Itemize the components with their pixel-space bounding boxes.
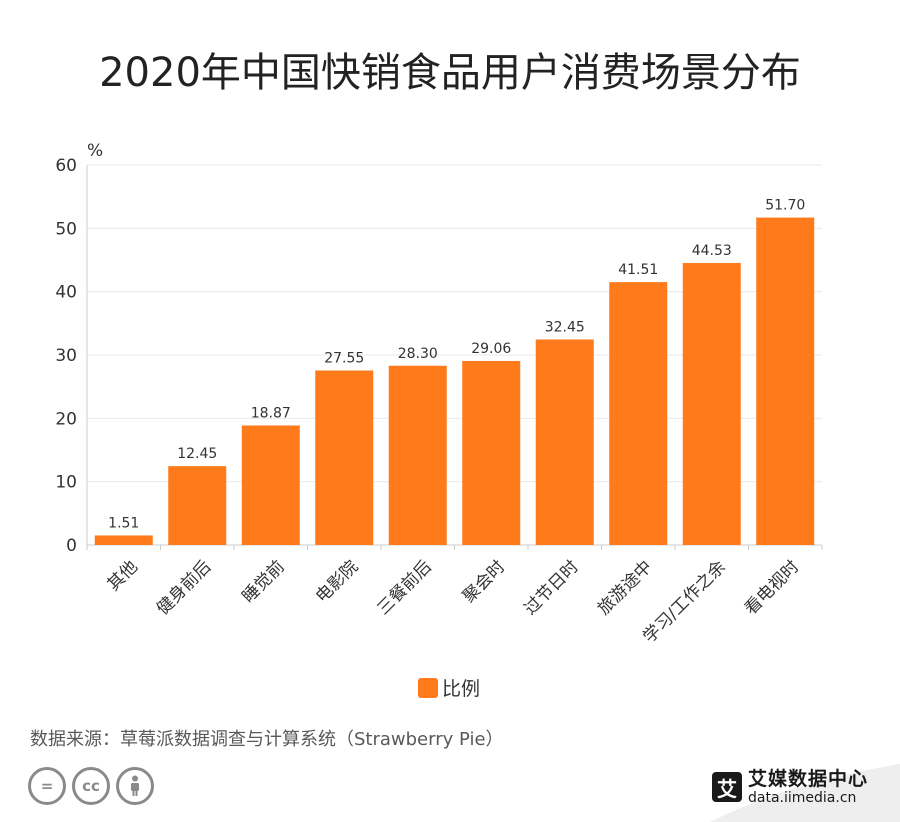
brand-url: data.iimedia.cn: [748, 790, 857, 806]
chart-title: 2020年中国快销食品用户消费场景分布: [99, 50, 801, 96]
data-label: 27.55: [324, 351, 364, 367]
x-tick-label: 睡觉前: [239, 557, 289, 607]
brand-background: [710, 764, 900, 822]
x-tick-label: 旅游途中: [594, 557, 656, 619]
y-tick-label: 50: [55, 219, 77, 239]
data-label: 44.53: [692, 243, 732, 259]
x-tick-label: 看电视时: [741, 557, 803, 619]
y-axis-unit: %: [87, 141, 103, 161]
data-label: 28.30: [398, 346, 438, 362]
data-label: 29.06: [471, 341, 511, 357]
cc-icon: cc: [72, 767, 110, 805]
x-tick-label: 电影院: [312, 557, 362, 607]
data-label: 41.51: [618, 262, 658, 278]
bar: [462, 360, 521, 545]
bar: [94, 535, 153, 545]
x-tick-label: 健身前后: [153, 557, 215, 619]
data-label: 12.45: [177, 446, 217, 462]
brand-name: 艾媒数据中心: [748, 768, 869, 790]
brand-logo: 艾 艾媒数据中心 data.iimedia.cn: [712, 768, 868, 806]
bar: [388, 365, 447, 545]
x-tick-label: 聚会时: [459, 557, 509, 607]
person-icon: [116, 767, 154, 805]
legend: 比例: [418, 674, 480, 701]
x-tick-label: 过节日时: [521, 557, 583, 619]
y-tick-label: 10: [55, 473, 77, 493]
y-tick-label: 30: [55, 346, 77, 366]
data-label: 1.51: [108, 515, 139, 531]
bar: [609, 282, 668, 545]
value-labels: 1.51 12.45 18.87 27.55 28.30 29.06 32.45 41.51 4…: [108, 198, 805, 532]
bar: [535, 339, 594, 545]
data-source: 数据来源：草莓派数据调查与计算系统（Strawberry Pie）: [30, 729, 504, 750]
bar: [756, 217, 815, 546]
data-label: 18.87: [251, 405, 291, 421]
y-tick-label: 40: [55, 283, 77, 303]
bar: [682, 262, 741, 545]
data-label: 32.45: [545, 319, 585, 335]
bar: [241, 425, 300, 545]
y-tick-label: 0: [66, 536, 77, 556]
bar: [168, 466, 227, 545]
y-tick-labels: 0 10 20 30 40 50 60%: [55, 141, 103, 556]
bars: [94, 217, 815, 546]
y-tick-label: 20: [55, 409, 77, 429]
equals-icon: =: [28, 767, 66, 805]
license-icons: = cc: [28, 767, 154, 805]
brand-mark: 艾: [712, 772, 742, 802]
data-label: 51.70: [765, 198, 805, 214]
legend-swatch: [418, 677, 438, 698]
x-tick-label: 三餐前后: [374, 557, 436, 619]
y-tick-label: 60: [55, 156, 77, 176]
legend-label: 比例: [442, 678, 481, 700]
x-tick-label: 其他: [104, 557, 142, 595]
bar: [315, 370, 374, 545]
